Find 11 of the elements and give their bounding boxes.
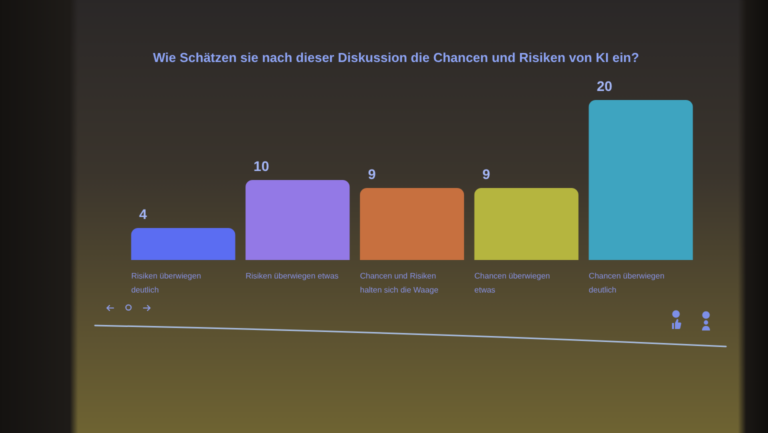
x-tick-label: Chancen überwiegen etwas (474, 272, 550, 294)
data-label: 4 (139, 206, 148, 222)
data-label: 10 (254, 158, 270, 174)
x-tick-label: Risiken überwiegen etwas (246, 272, 339, 280)
x-tick-label: Risiken überwiegen deutlich (131, 272, 202, 294)
chart-title: Wie Schätzen sie nach dieser Diskussion die Chancen und Risiken von KI ein? (153, 50, 640, 65)
data-label: 9 (368, 166, 376, 182)
x-tick-label: Chancen überwiegen deutlich (588, 272, 664, 294)
data-label: 9 (482, 166, 490, 182)
data-label: 20 (596, 78, 613, 94)
x-tick-label: Chancen und Risiken halten sich die Waage (360, 272, 439, 294)
